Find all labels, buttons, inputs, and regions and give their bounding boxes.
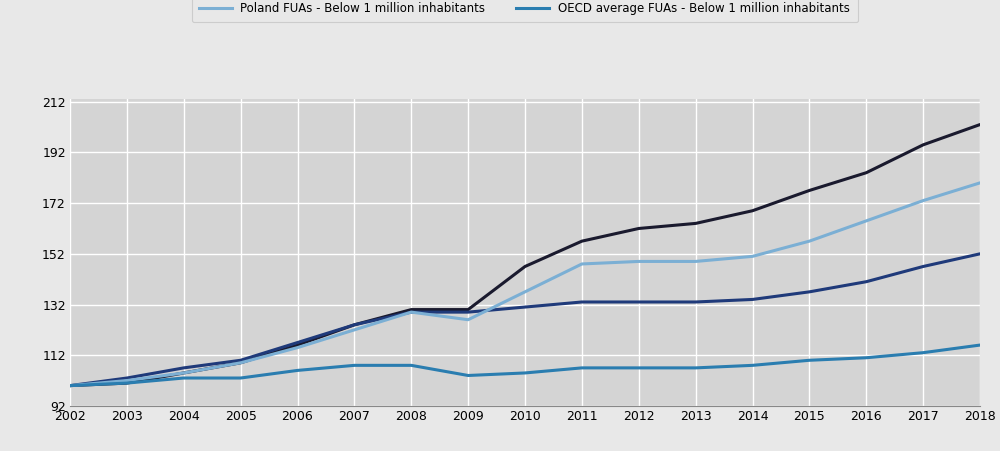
Legend: Poland FUAs - Above 1 million inhabitants, Poland FUAs - Below 1 million inhabit: Poland FUAs - Above 1 million inhabitant… (192, 0, 858, 23)
